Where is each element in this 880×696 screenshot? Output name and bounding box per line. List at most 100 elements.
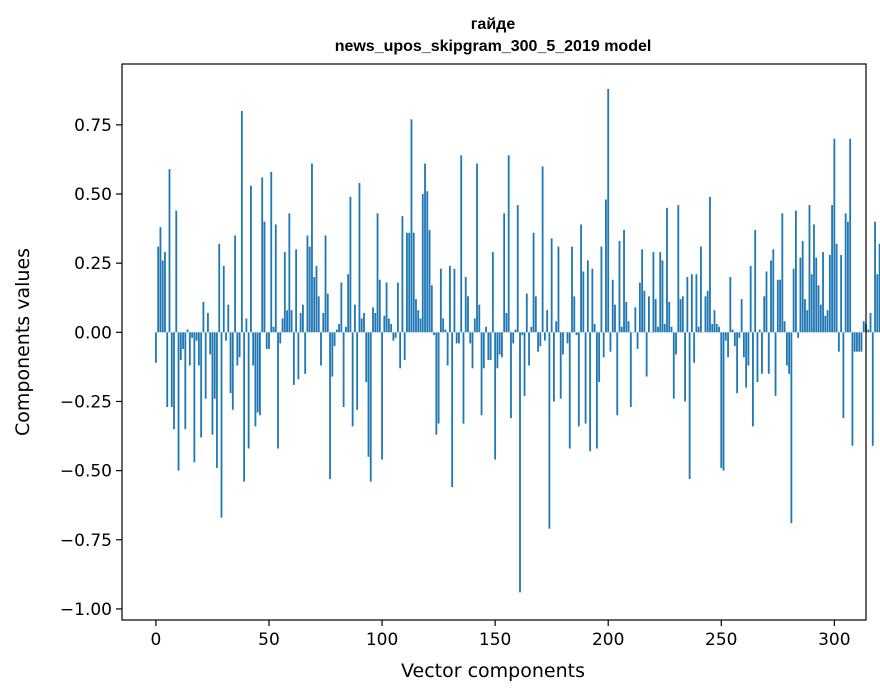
bar-component-245 (709, 196, 711, 333)
bar-component-96 (372, 307, 374, 333)
bar-component-264 (752, 332, 754, 427)
bar-component-227 (668, 301, 671, 333)
bar-component-150 (494, 332, 497, 460)
bar-component-273 (772, 249, 775, 333)
bar-component-258 (738, 332, 741, 338)
bar-component-312 (860, 332, 863, 352)
bar-component-54 (277, 332, 279, 449)
bar-component-235 (686, 277, 689, 333)
bar-component-31 (225, 332, 227, 341)
bar-component-222 (657, 326, 659, 333)
bar-component-16 (191, 332, 194, 338)
bar-component-300 (833, 138, 836, 333)
bar-component-70 (313, 277, 316, 333)
bar-component-156 (507, 155, 510, 333)
plot-frame (121, 63, 867, 621)
bar-component-268 (761, 332, 763, 374)
bar-component-253 (727, 332, 729, 358)
bar-component-190 (584, 332, 587, 424)
bar-component-199 (605, 199, 607, 333)
bar-component-147 (487, 332, 490, 360)
bar-component-271 (767, 332, 770, 374)
bar-component-252 (724, 332, 727, 341)
bar-component-0 (155, 332, 157, 363)
bar-component-255 (731, 329, 734, 333)
bar-component-51 (270, 171, 273, 333)
bar-component-284 (797, 332, 800, 338)
bar-component-20 (200, 332, 203, 438)
bar-component-310 (856, 332, 858, 352)
bar-component-17 (193, 332, 196, 463)
y-axis-ticks: 0.75 0.50 0.25 0.00 −0.25 −0.50 −0.75 −1.00 (60, 116, 122, 620)
bar-component-191 (586, 260, 589, 333)
bar-component-187 (577, 332, 580, 427)
bar-component-223 (659, 252, 662, 333)
bar-component-133 (455, 332, 458, 344)
bar-component-134 (458, 332, 460, 344)
bar-component-90 (358, 182, 361, 333)
bar-component-263 (749, 265, 752, 333)
bar-component-172 (543, 332, 546, 341)
bar-component-272 (770, 260, 772, 333)
bar-component-228 (670, 326, 673, 333)
bar-component-122 (430, 285, 433, 333)
bar-component-241 (700, 246, 702, 333)
y-tick-label: 0.00 (74, 323, 112, 343)
bar-component-143 (478, 304, 481, 333)
bar-component-124 (435, 332, 438, 435)
bar-component-40 (245, 318, 248, 333)
bar-component-309 (853, 332, 856, 352)
bar-component-169 (537, 332, 539, 352)
bar-component-212 (634, 307, 637, 333)
bar-component-97 (374, 312, 377, 333)
bar-component-41 (247, 332, 250, 449)
bar-component-194 (593, 324, 596, 333)
bar-component-86 (349, 196, 352, 333)
bar-component-44 (254, 332, 257, 427)
bar-component-201 (609, 332, 612, 352)
bar-component-185 (573, 296, 576, 333)
bar-component-153 (501, 332, 503, 358)
bar-component-58 (286, 310, 288, 333)
bar-component-238 (693, 332, 696, 363)
bar-component-155 (505, 312, 508, 333)
bar-component-281 (790, 332, 793, 524)
bar-component-198 (602, 332, 605, 358)
bar-component-216 (643, 290, 646, 333)
bar-component-319 (876, 274, 879, 333)
y-tick-label: 0.75 (74, 116, 112, 136)
bar-component-71 (315, 265, 318, 333)
bar-component-9 (175, 210, 178, 333)
bar-component-151 (496, 332, 499, 369)
bar-component-111 (406, 232, 408, 333)
bar-component-293 (817, 285, 820, 333)
bar-component-145 (482, 332, 485, 369)
bar-component-248 (715, 324, 718, 333)
bar-component-129 (446, 332, 449, 366)
y-tick-label: 0.50 (74, 185, 112, 205)
bar-component-302 (837, 332, 840, 352)
bar-component-2 (159, 227, 162, 333)
bar-component-47 (261, 177, 264, 333)
bar-component-56 (281, 318, 284, 333)
bar-component-89 (356, 332, 359, 410)
bar-component-104 (390, 324, 393, 333)
y-tick-label: −0.25 (60, 392, 112, 412)
bar-component-298 (828, 254, 831, 333)
bar-component-254 (729, 277, 732, 333)
bar-component-84 (344, 326, 347, 333)
bar-component-13 (184, 332, 187, 430)
bar-component-195 (595, 332, 598, 449)
bar-component-226 (666, 207, 668, 333)
bar-component-148 (489, 332, 492, 360)
bar-component-57 (283, 252, 286, 333)
bar-component-87 (351, 332, 354, 427)
bar-component-208 (625, 301, 628, 333)
bar-component-83 (342, 332, 345, 408)
bar-component-26 (213, 332, 216, 399)
bar-component-234 (684, 332, 686, 402)
x-tick-label: 100 (366, 630, 398, 650)
bar-component-63 (297, 332, 300, 380)
bar-component-269 (763, 296, 766, 333)
bar-component-184 (571, 246, 573, 333)
